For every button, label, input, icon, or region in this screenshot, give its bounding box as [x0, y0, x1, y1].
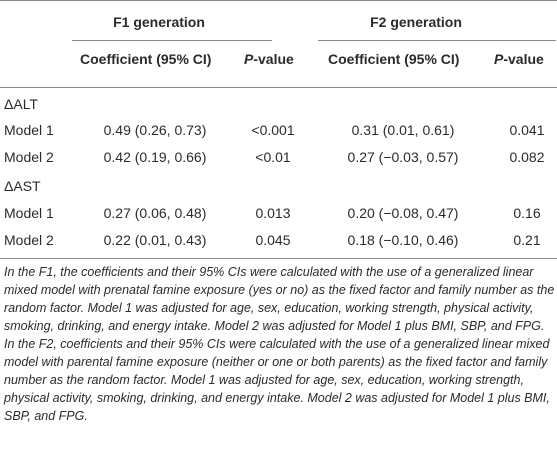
section-label-ast: ΔAST — [4, 178, 41, 194]
f1-pvalue-header: P-value — [244, 51, 294, 67]
f1-coefficient-cell: 0.22 (0.01, 0.43) — [103, 232, 207, 248]
header-rule — [0, 87, 557, 88]
bottom-rule — [0, 258, 557, 259]
f2-group-rule — [318, 40, 556, 41]
table-footnote: In the F1, the coefficients and their 95… — [4, 265, 555, 423]
f1-pvalue-cell: 0.045 — [255, 232, 291, 248]
f2-pvalue-header: P-value — [494, 51, 544, 67]
f1-coefficient-cell: 0.42 (0.19, 0.66) — [103, 149, 207, 165]
f2-coefficient-cell: 0.20 (−0.08, 0.47) — [347, 205, 459, 221]
row-label: Model 2 — [4, 232, 54, 248]
f1-generation-header: F1 generation — [113, 14, 205, 30]
f1-pvalue-cell: <0.001 — [251, 122, 295, 138]
f1-coefficient-cell: 0.49 (0.26, 0.73) — [103, 122, 207, 138]
f2-pvalue-cell: 0.16 — [513, 205, 541, 221]
f2-coefficient-cell: 0.31 (0.01, 0.61) — [351, 122, 455, 138]
f2-coefficient-cell: 0.18 (−0.10, 0.46) — [347, 232, 459, 248]
f1-pvalue-cell: 0.013 — [255, 205, 291, 221]
f1-coefficient-cell: 0.27 (0.06, 0.48) — [103, 205, 207, 221]
f1-pvalue-cell: <0.01 — [255, 149, 291, 165]
f2-pvalue-cell: 0.041 — [509, 122, 545, 138]
f2-generation-header: F2 generation — [370, 14, 462, 30]
f1-coefficient-header: Coefficient (95% CI) — [80, 51, 212, 67]
f2-pvalue-cell: 0.21 — [513, 232, 541, 248]
row-label: Model 2 — [4, 149, 54, 165]
row-label: Model 1 — [4, 122, 54, 138]
f2-coefficient-cell: 0.27 (−0.03, 0.57) — [347, 149, 459, 165]
row-label: Model 1 — [4, 205, 54, 221]
f2-coefficient-header: Coefficient (95% CI) — [328, 51, 460, 67]
f1-group-rule — [72, 40, 272, 41]
f2-pvalue-cell: 0.082 — [509, 149, 545, 165]
top-rule — [0, 0, 557, 1]
section-label-alt: ΔALT — [4, 96, 38, 112]
